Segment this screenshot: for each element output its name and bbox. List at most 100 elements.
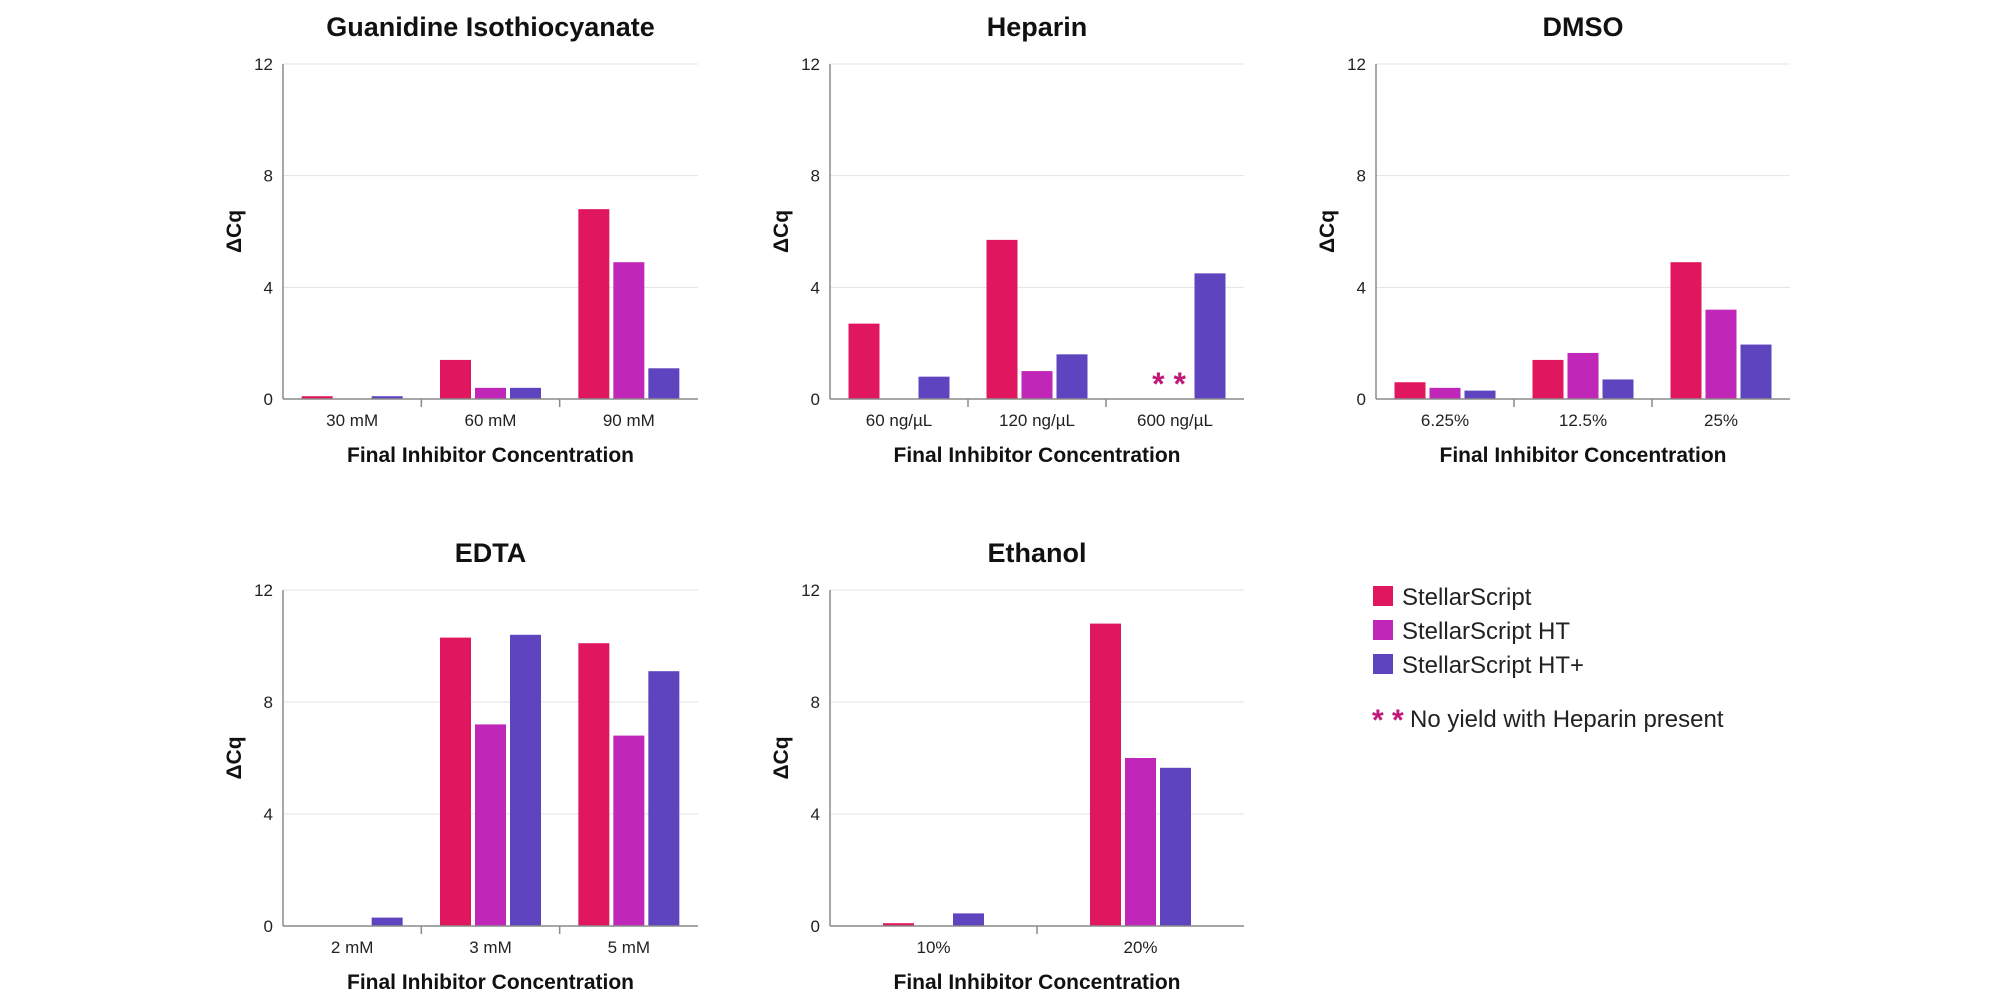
y-tick-label: 8 xyxy=(811,167,820,186)
bar-stellarscript-2 xyxy=(578,643,610,926)
legend: StellarScript StellarScript HT StellarSc… xyxy=(1372,584,1724,737)
y-axis-label: ΔCq xyxy=(1316,210,1339,253)
x-axis-label: Final Inhibitor Concentration xyxy=(347,971,634,994)
chart-2: DMSO 0 4 8 12 ΔCq 6.25% 12.5% 25% Final Inhibitor… xyxy=(1316,12,1790,467)
bar-stellarscript-ht--2 xyxy=(648,368,680,399)
bar-stellarscript-0 xyxy=(1394,382,1426,399)
y-tick-label: 8 xyxy=(811,693,820,712)
legend-note-text: No yield with Heparin present xyxy=(1410,706,1724,733)
x-tick-label: 5 mM xyxy=(608,938,651,957)
y-axis-label: ΔCq xyxy=(223,736,246,779)
legend-swatch-stellarscript-ht xyxy=(1373,620,1393,640)
y-tick-label: 8 xyxy=(264,693,273,712)
legend-label-stellarscript-ht: StellarScript HT xyxy=(1402,618,1570,645)
legend-note-marker: * * xyxy=(1372,704,1404,737)
bar-stellarscript-ht--0 xyxy=(953,913,984,926)
bar-stellarscript-ht-2 xyxy=(613,262,645,399)
chart-0: Guanidine Isothiocyanate 0 4 8 12 ΔCq 30 mM 60 … xyxy=(223,12,698,467)
chart-title: Guanidine Isothiocyanate xyxy=(326,12,655,42)
y-tick-label: 4 xyxy=(1357,278,1366,297)
bar-stellarscript-ht--2 xyxy=(1740,344,1772,399)
x-tick-label: 3 mM xyxy=(469,938,512,957)
chart-title: EDTA xyxy=(455,538,527,568)
y-tick-label: 4 xyxy=(811,278,820,297)
bar-stellarscript-ht--2 xyxy=(648,671,680,926)
x-tick-label: 2 mM xyxy=(331,938,374,957)
y-axis-label: ΔCq xyxy=(770,736,793,779)
bar-stellarscript-ht-2 xyxy=(1705,309,1737,399)
x-tick-label: 30 mM xyxy=(326,411,378,430)
y-tick-label: 0 xyxy=(811,390,820,409)
bar-stellarscript-ht--1 xyxy=(1160,767,1191,926)
chart-1: Heparin 0 4 8 12 ΔCq 60 ng/µL 120 ng/µL 600 ng/µ… xyxy=(770,12,1244,467)
y-tick-label: 4 xyxy=(264,805,273,824)
y-tick-label: 12 xyxy=(254,581,273,600)
x-tick-label: 6.25% xyxy=(1421,411,1469,430)
x-axis-label: Final Inhibitor Concentration xyxy=(1440,444,1727,467)
legend-label-stellarscript: StellarScript xyxy=(1402,584,1532,611)
y-tick-label: 0 xyxy=(1357,390,1366,409)
bar-stellarscript-ht--2 xyxy=(1194,273,1226,399)
y-tick-label: 4 xyxy=(264,278,273,297)
bar-stellarscript-ht--1 xyxy=(510,634,541,926)
bar-stellarscript-ht-1 xyxy=(475,724,506,926)
bar-stellarscript-1 xyxy=(1532,359,1564,399)
x-tick-label: 10% xyxy=(916,938,950,957)
bar-stellarscript-ht--1 xyxy=(1602,379,1634,399)
bar-stellarscript-ht--1 xyxy=(1056,354,1088,399)
bar-stellarscript-0 xyxy=(883,923,914,926)
bar-stellarscript-ht-1 xyxy=(475,387,506,399)
x-tick-label: 60 mM xyxy=(465,411,517,430)
bar-stellarscript-ht-1 xyxy=(1125,758,1156,926)
chart-title: DMSO xyxy=(1543,12,1624,42)
bar-stellarscript-2 xyxy=(1670,262,1702,399)
bar-stellarscript-2 xyxy=(578,209,610,399)
y-tick-label: 0 xyxy=(264,917,273,936)
y-tick-label: 12 xyxy=(254,55,273,74)
y-axis-label: ΔCq xyxy=(223,210,246,253)
bar-stellarscript-ht-1 xyxy=(1021,371,1053,399)
bar-stellarscript-ht--0 xyxy=(371,396,403,399)
chart-3: EDTA 0 4 8 12 ΔCq 2 mM 3 mM 5 mM Final Inhibitor … xyxy=(223,538,698,994)
x-axis-label: Final Inhibitor Concentration xyxy=(894,971,1181,994)
bar-stellarscript-ht--0 xyxy=(918,376,950,399)
x-tick-label: 25% xyxy=(1704,411,1738,430)
legend-swatch-stellarscript-ht-plus xyxy=(1373,654,1393,674)
x-axis-label: Final Inhibitor Concentration xyxy=(347,444,634,467)
x-axis-label: Final Inhibitor Concentration xyxy=(894,444,1181,467)
y-tick-label: 0 xyxy=(264,390,273,409)
bar-stellarscript-1 xyxy=(440,637,471,926)
charts-group: Guanidine Isothiocyanate 0 4 8 12 ΔCq 30 mM 60 … xyxy=(223,12,1790,994)
bar-stellarscript-1 xyxy=(986,239,1018,399)
x-tick-label: 60 ng/µL xyxy=(866,411,933,430)
y-tick-label: 12 xyxy=(801,581,820,600)
chart-4: Ethanol 0 4 8 12 ΔCq 10% 20% Final Inhibitor Con… xyxy=(770,538,1244,994)
y-tick-label: 12 xyxy=(801,55,820,74)
bar-stellarscript-ht-2 xyxy=(613,735,645,926)
x-tick-label: 90 mM xyxy=(603,411,655,430)
x-tick-label: 20% xyxy=(1123,938,1157,957)
bar-stellarscript-0 xyxy=(301,396,333,399)
legend-label-stellarscript-ht-plus: StellarScript HT+ xyxy=(1402,652,1584,679)
chart-title: Ethanol xyxy=(988,538,1087,568)
y-tick-label: 8 xyxy=(264,167,273,186)
bar-stellarscript-ht-0 xyxy=(1429,387,1461,399)
bar-stellarscript-1 xyxy=(440,359,471,399)
y-axis-label: ΔCq xyxy=(770,210,793,253)
x-tick-label: 120 ng/µL xyxy=(999,411,1075,430)
bar-stellarscript-0 xyxy=(848,323,880,399)
bar-stellarscript-1 xyxy=(1090,623,1121,926)
legend-swatch-stellarscript xyxy=(1373,586,1393,606)
x-tick-label: 600 ng/µL xyxy=(1137,411,1213,430)
y-tick-label: 12 xyxy=(1347,55,1366,74)
chart-title: Heparin xyxy=(987,12,1088,42)
bar-stellarscript-ht--0 xyxy=(1464,390,1496,399)
y-tick-label: 8 xyxy=(1357,167,1366,186)
y-tick-label: 0 xyxy=(811,917,820,936)
bar-stellarscript-ht-1 xyxy=(1567,352,1599,399)
no-yield-marker: * * xyxy=(1152,366,1186,402)
y-tick-label: 4 xyxy=(811,805,820,824)
bar-stellarscript-ht--0 xyxy=(371,917,403,926)
x-tick-label: 12.5% xyxy=(1559,411,1607,430)
